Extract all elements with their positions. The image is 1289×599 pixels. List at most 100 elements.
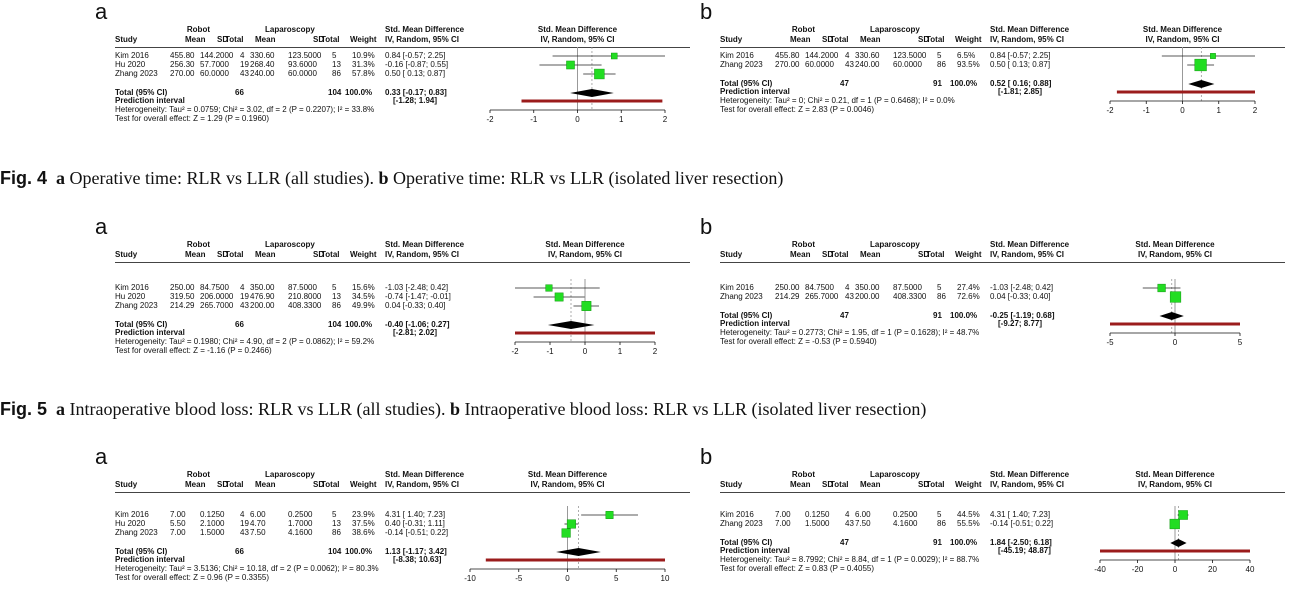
x-tick-label: 20 (1208, 565, 1217, 574)
smd-ci: -0.16 [-0.87; 0.55] (385, 60, 449, 69)
overall-effect-text: Test for overall effect: Z = 0.83 (P = 0… (720, 564, 875, 573)
forest-plot-fig6a: a Robot Laparoscopy Std. Mean Difference Stu… (95, 444, 690, 595)
smd-ci: -0.14 [-0.51; 0.22] (990, 519, 1054, 528)
plot-header-smd: Std. Mean Difference (1135, 240, 1215, 249)
robot-sd: 144.2000 (805, 51, 839, 60)
column-header-mean: Mean (185, 250, 206, 259)
heterogeneity-text: Heterogeneity: Tau² = 3.5136; Chi² = 10.… (115, 564, 379, 573)
column-header-study: Study (720, 480, 743, 489)
study-effect-square (545, 284, 553, 292)
smd-ci: -0.74 [-1.47; -0.01] (385, 292, 451, 301)
caption-fig-number: Fig. 4 (0, 168, 48, 188)
total-label: Total (95% CI) (720, 79, 773, 88)
robot-sd: 57.7000 (200, 60, 229, 69)
x-tick-label: 1 (619, 115, 624, 124)
plot-header-smd-sub: IV, Random, 95% CI (1138, 480, 1212, 489)
column-header-sd: SD (822, 250, 834, 259)
study-effect-square (566, 519, 576, 529)
plot-header-smd: Std. Mean Difference (527, 470, 608, 479)
column-header-study: Study (115, 35, 138, 44)
robot-total: 43 (240, 301, 249, 310)
lap-sd: 1.7000 (288, 519, 313, 528)
caption-letter-a: a (56, 168, 66, 188)
robot-total: 4 (845, 51, 850, 60)
x-tick-label: 1 (1217, 106, 1222, 115)
robot-sd: 60.0000 (805, 60, 834, 69)
lap-sd: 60.0000 (288, 69, 317, 78)
forest-plot-fig5b: b Robot Laparoscopy Std. Mean Difference Stu… (700, 214, 1285, 370)
lap-mean: 200.00 (855, 292, 880, 301)
robot-sd: 2.1000 (200, 519, 225, 528)
panel-label: a (95, 214, 108, 239)
smd-ci: 0.84 [-0.57; 2.25] (990, 51, 1051, 60)
caption-letter-b: b (449, 399, 460, 419)
column-header-mean: Mean (860, 480, 881, 489)
robot-total: 4 (845, 510, 850, 519)
x-tick-label: 5 (614, 574, 619, 583)
group-header-robot: Robot (791, 25, 815, 34)
robot-sd: 60.0000 (200, 69, 229, 78)
study-effect-square (554, 292, 564, 302)
lap-sd: 0.2500 (893, 510, 918, 519)
column-header-mean: Mean (255, 250, 276, 259)
x-tick-label: 2 (1253, 106, 1258, 115)
robot-sd: 0.1250 (200, 510, 225, 519)
x-tick-label: 0 (565, 574, 570, 583)
lap-total: 13 (332, 519, 341, 528)
study-effect-square (1169, 518, 1180, 530)
group-header-robot: Robot (791, 470, 815, 479)
robot-mean: 214.29 (775, 292, 800, 301)
lap-total: 13 (332, 292, 341, 301)
column-header-smd-sub: IV, Random, 95% CI (990, 480, 1064, 489)
column-header-sd: SD (918, 480, 930, 489)
lap-mean: 7.50 (250, 528, 266, 537)
header-divider (720, 492, 1285, 493)
forest-plot-svg: -5 0 5 (1106, 279, 1243, 347)
column-header-smd-sub: IV, Random, 95% CI (990, 35, 1064, 44)
column-header-study: Study (115, 480, 138, 489)
column-header-study: Study (720, 250, 743, 259)
study-name: Hu 2020 (115, 519, 146, 528)
header-divider (115, 492, 690, 493)
panel-label: a (95, 444, 108, 469)
study-name: Zhang 2023 (115, 69, 158, 78)
lap-sd: 87.5000 (893, 283, 922, 292)
panel-label: b (700, 0, 713, 24)
x-tick-label: -5 (1106, 338, 1114, 347)
robot-sd: 265.7000 (200, 301, 234, 310)
study-name: Zhang 2023 (720, 519, 763, 528)
weight: 10.9% (352, 51, 375, 60)
column-header-smd-sub: IV, Random, 95% CI (990, 250, 1064, 259)
group-header-laparoscopy: Laparoscopy (265, 240, 315, 249)
plot-header-smd: Std. Mean Difference (545, 240, 625, 249)
caption-fig4: Fig. 4 a Operative time: RLR vs LLR (all… (0, 168, 783, 189)
caption-text-b: Operative time: RLR vs LLR (isolated liv… (388, 168, 784, 188)
forest-plot-fig4a: a Robot Laparoscopy Std. Mean Difference Stu… (95, 0, 690, 140)
weight: 15.6% (352, 283, 375, 292)
smd-ci: 4.31 [ 1.40; 7.23] (385, 510, 446, 519)
lap-total: 86 (937, 519, 946, 528)
lap-sd: 408.3300 (893, 292, 927, 301)
total-ci: 0.33 [-0.17; 0.83] (385, 88, 447, 97)
x-tick-label: 0 (1173, 565, 1178, 574)
study-name: Kim 2016 (115, 283, 149, 292)
study-name: Zhang 2023 (115, 301, 158, 310)
weight: 57.8% (352, 69, 375, 78)
plot-header-smd: Std. Mean Difference (1142, 25, 1223, 34)
weight: 6.5% (957, 51, 976, 60)
pooled-effect-diamond (1159, 312, 1184, 320)
column-header-mean: Mean (185, 480, 206, 489)
robot-mean: 7.00 (775, 519, 791, 528)
caption-text-b: Intraoperative blood loss: RLR vs LLR (i… (459, 399, 927, 419)
total-weight: 100.0% (345, 547, 373, 556)
lap-total: 5 (937, 283, 942, 292)
robot-total: 4 (240, 510, 245, 519)
study-effect-square (1178, 510, 1188, 520)
total-lap: 104 (328, 320, 342, 329)
lap-mean: 6.00 (250, 510, 266, 519)
smd-ci: 0.04 [-0.33; 0.40] (990, 292, 1051, 301)
group-header-robot: Robot (186, 240, 210, 249)
study-effect-square (581, 301, 592, 311)
robot-total: 19 (240, 519, 249, 528)
study-effect-square (1169, 291, 1182, 303)
